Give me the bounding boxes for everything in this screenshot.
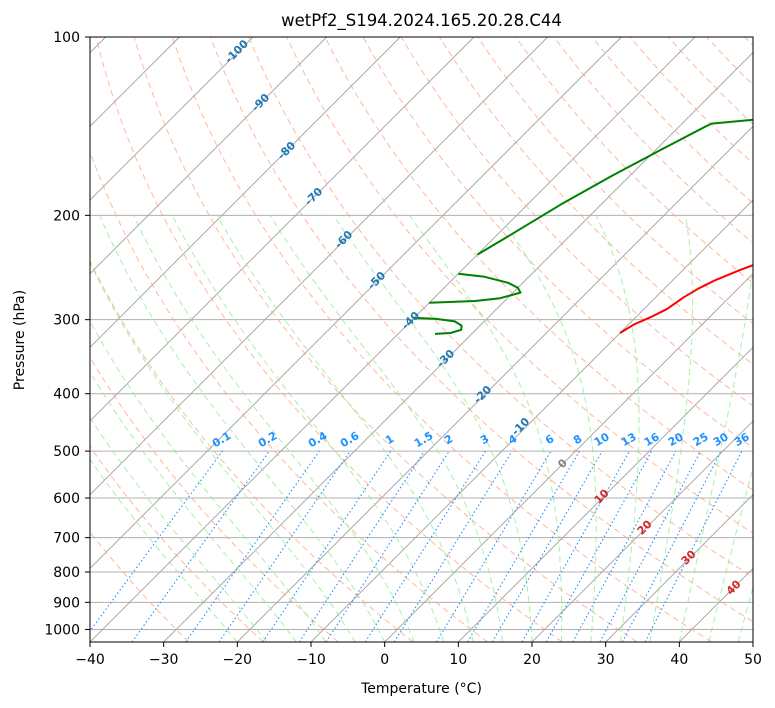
x-axis-ticks: −40 −30 −20 −10 0 10 20 30 40 50 — [75, 642, 762, 668]
dewpoint-line-3 — [414, 316, 463, 335]
isotherm--100 — [90, 37, 254, 201]
chart-title: wetPf2_S194.2024.165.20.28.C44 — [281, 11, 562, 31]
moist-adiabat--16 — [90, 416, 268, 642]
x-tick-label: 30 — [597, 652, 615, 668]
isotherm--80 — [90, 37, 401, 348]
mixing-ratio-line-20 — [572, 450, 677, 642]
mixing-ratio-line-6 — [435, 450, 552, 642]
mixing-ratio-line-0.6 — [218, 450, 351, 642]
y-tick-label: 100 — [53, 30, 80, 46]
y-tick-label: 600 — [53, 491, 80, 507]
moist-adiabat-40 — [678, 264, 753, 642]
dry-adiabat-0 — [90, 259, 414, 642]
x-tick-label: 0 — [380, 652, 389, 668]
x-tick-label: 20 — [523, 652, 541, 668]
dry-adiabat-60 — [248, 37, 753, 578]
dry-adiabat-70 — [286, 37, 753, 534]
x-tick-label: 40 — [670, 652, 688, 668]
x-tick-label: −30 — [149, 652, 179, 668]
dry-adiabat--10 — [90, 356, 339, 642]
y-axis-label: Pressure (hPa) — [12, 290, 28, 390]
plot-frame — [89, 36, 754, 643]
mixing-ratio-line-10 — [491, 450, 603, 642]
moist-adiabat--8 — [90, 320, 327, 642]
y-tick-label: 500 — [53, 444, 80, 460]
moist-adiabat-24 — [408, 215, 563, 642]
dry-adiabat-80 — [324, 37, 753, 491]
moist-adiabat-28 — [498, 215, 597, 642]
y-tick-label: 300 — [53, 313, 80, 329]
moist-adiabat--4 — [90, 261, 356, 642]
isotherm-0 — [384, 273, 753, 642]
dry-adiabats — [90, 37, 753, 642]
mixing-ratio-line-0.4 — [185, 450, 320, 642]
mixing-ratio-line-13 — [521, 450, 630, 642]
isotherm--30 — [163, 52, 753, 642]
dry-adiabat-40 — [171, 37, 712, 642]
dry-adiabat-130 — [515, 37, 753, 284]
y-tick-label: 400 — [53, 387, 80, 403]
isotherm--40 — [90, 37, 696, 642]
isotherm--60 — [90, 37, 548, 496]
pressure-gridlines — [90, 37, 753, 630]
dry-adiabat-50 — [210, 37, 753, 623]
mixing-ratio-line-3 — [364, 450, 486, 642]
x-tick-label: −40 — [75, 652, 105, 668]
moist-adiabat-8 — [171, 215, 445, 642]
x-tick-label: 50 — [744, 652, 762, 668]
isotherm-20 — [531, 420, 753, 642]
y-tick-label: 700 — [53, 531, 80, 547]
isotherm--50 — [90, 37, 622, 569]
mixing-ratio-line-4 — [393, 450, 513, 642]
x-tick-label: −10 — [296, 652, 326, 668]
y-tick-label: 1000 — [44, 622, 80, 638]
sounding-series — [414, 118, 753, 335]
isotherm-10 — [458, 346, 753, 642]
dewpoint-line-2 — [429, 272, 522, 304]
dry-adiabat--20 — [90, 445, 264, 642]
isotherm--20 — [237, 125, 753, 642]
moist-adiabat-16 — [269, 215, 503, 642]
dewpoint-line-1 — [476, 118, 753, 256]
mixing-ratio-line-16 — [545, 450, 653, 642]
moist-adiabats — [90, 215, 753, 642]
dry-adiabat-30 — [133, 37, 638, 642]
mixing-ratio-line-2 — [325, 450, 450, 642]
dry-adiabat-20 — [95, 37, 563, 642]
moist-adiabat--20 — [90, 458, 238, 642]
mixing-ratio-line-8 — [467, 450, 580, 642]
x-tick-label: −20 — [223, 652, 253, 668]
skewed-isotherms — [90, 37, 753, 642]
moist-adiabat-4 — [133, 215, 415, 642]
moist-adiabat-20 — [332, 215, 533, 642]
mixing-ratio-lines — [90, 450, 743, 642]
moist-adiabat-32 — [595, 215, 640, 642]
x-tick-label: 10 — [449, 652, 467, 668]
moist-adiabat-0 — [99, 215, 386, 642]
x-axis-label: Temperature (°C) — [360, 681, 482, 697]
isotherm--70 — [90, 37, 475, 422]
moist-adiabat-36 — [649, 215, 694, 642]
plot-area: -100-90-80-70-60-50-40-30-20-100.1 0.2 0.4… — [90, 37, 753, 642]
y-tick-label: 800 — [53, 565, 80, 581]
moist-adiabat--12 — [90, 370, 297, 642]
y-tick-label: 200 — [53, 208, 80, 224]
isotherm--90 — [90, 37, 327, 275]
moist-adiabat-12 — [216, 215, 474, 642]
y-tick-label: 900 — [53, 595, 80, 611]
y-axis-ticks: 1000 900 800 700 600 500 400 300 200 100 — [44, 30, 90, 638]
isotherm-30 — [605, 494, 753, 642]
temperature-line-0 — [619, 264, 753, 334]
